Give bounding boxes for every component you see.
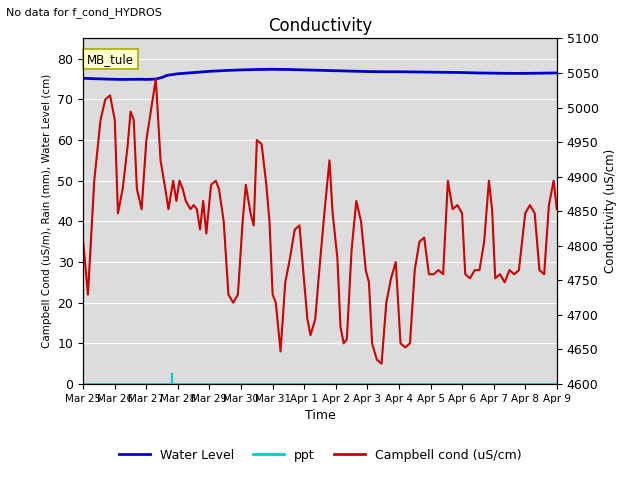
Y-axis label: Conductivity (uS/cm): Conductivity (uS/cm) xyxy=(604,149,617,273)
Text: MB_tule: MB_tule xyxy=(87,53,134,66)
Y-axis label: Campbell Cond (uS/m), Rain (mm), Water Level (cm): Campbell Cond (uS/m), Rain (mm), Water L… xyxy=(42,74,52,348)
X-axis label: Time: Time xyxy=(305,409,335,422)
Text: No data for f_cond_HYDROS: No data for f_cond_HYDROS xyxy=(6,7,163,18)
Title: Conductivity: Conductivity xyxy=(268,17,372,36)
Legend: Water Level, ppt, Campbell cond (uS/cm): Water Level, ppt, Campbell cond (uS/cm) xyxy=(114,444,526,467)
